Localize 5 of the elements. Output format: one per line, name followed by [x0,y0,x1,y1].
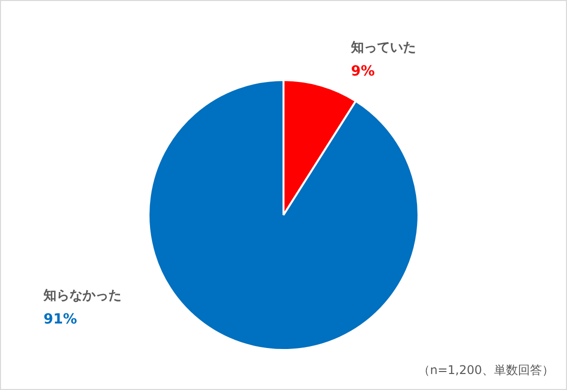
text: （n=1,200、単数回答） [418,362,554,379]
slice-label: 知っていた [350,40,416,56]
slice-label: 知らなかった [42,288,122,304]
data-label: 9% [351,64,375,80]
data-label: 91% [44,312,78,328]
